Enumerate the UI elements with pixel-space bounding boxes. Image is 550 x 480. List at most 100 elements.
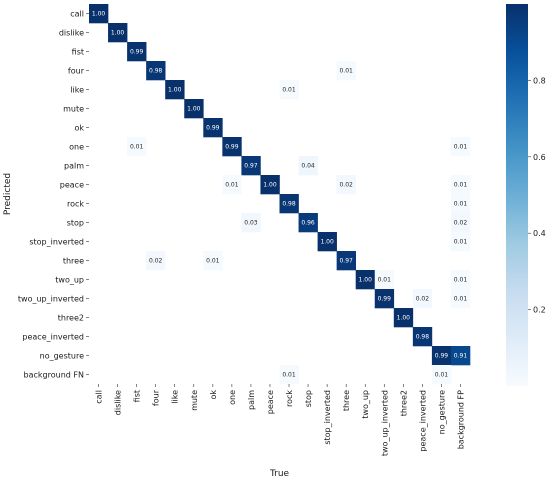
cell-value-label: 0.96 (301, 220, 315, 227)
y-tick-label: dislike (59, 29, 84, 38)
heatmap-cell (222, 137, 242, 157)
x-tick-label: three2 (399, 390, 408, 416)
cell-value-label: 0.01 (454, 277, 468, 284)
heatmap-cell (450, 213, 471, 233)
cell-value-label: 0.98 (149, 68, 163, 75)
heatmap-cell (146, 251, 166, 271)
x-tick-labels: call dislike fist four like mute ok one palm peac… (95, 384, 465, 456)
heatmap-cell (127, 137, 147, 157)
cell-value-label: 0.98 (416, 334, 430, 341)
cell-value-label: 1.00 (92, 11, 106, 18)
heatmap-cell (393, 308, 414, 328)
colorbar-tick-label: 0.8 (533, 76, 546, 85)
cell-value-label: 0.01 (454, 239, 468, 246)
y-tick-label: stop_inverted (29, 238, 84, 247)
heatmap-cell (184, 99, 204, 119)
x-tick-label: peace (266, 390, 275, 414)
heatmap-cell (450, 289, 471, 309)
cell-value-label: 0.97 (339, 258, 353, 265)
heatmap-cell (127, 42, 147, 62)
cell-value-label: 0.01 (206, 258, 220, 265)
heatmap-cell (298, 213, 318, 233)
x-tick-label: dislike (114, 390, 123, 415)
heatmap-cell (450, 270, 471, 290)
cell-value-label: 0.02 (339, 182, 353, 189)
heatmap-cell (203, 251, 223, 271)
heatmap-cell (450, 194, 471, 214)
cell-value-label: 0.01 (454, 182, 468, 189)
cell-value-label: 0.99 (130, 49, 144, 56)
heatmap-cell (412, 327, 433, 347)
x-axis-label: True (269, 469, 290, 479)
y-tick-label: three2 (58, 314, 84, 323)
heatmap-cell (298, 156, 318, 176)
heatmap-cell (450, 137, 471, 157)
x-tick-label: peace_inverted (418, 390, 427, 452)
x-tick-label: four (152, 389, 161, 406)
heatmap-cell (279, 80, 299, 100)
x-tick-label: two_up (361, 390, 370, 419)
cell-value-label: 0.91 (454, 353, 468, 360)
x-tick-label: fist (133, 390, 142, 402)
heatmap-cell (146, 61, 166, 81)
cell-value-label: 1.00 (168, 87, 182, 94)
cell-value-label: 0.97 (244, 163, 258, 170)
cell-value-label: 1.00 (359, 277, 373, 284)
x-tick-label: mute (190, 390, 199, 411)
x-tick-label: two_up_inverted (380, 390, 389, 456)
y-tick-label: three (63, 257, 84, 266)
heatmap-cell (336, 175, 356, 195)
heatmap-cell (260, 175, 280, 195)
x-tick-label: call (95, 390, 104, 404)
heatmap-cell (241, 156, 261, 176)
x-tick-label: ok (209, 390, 218, 400)
cell-value-label: 0.99 (378, 296, 392, 303)
y-tick-label: fist (72, 48, 84, 57)
x-tick-label: no_gesture (437, 390, 446, 434)
x-tick-label: background FP (456, 390, 465, 449)
heatmap-cell (279, 194, 299, 214)
cell-value-label: 1.00 (320, 239, 334, 246)
y-axis-label: Predicted (3, 173, 13, 215)
x-tick-label: like (171, 390, 180, 404)
cell-value-label: 0.01 (454, 296, 468, 303)
y-tick-label: stop (67, 219, 84, 228)
heatmap-cell (374, 289, 395, 309)
cell-value-label: 0.04 (301, 163, 315, 170)
cell-value-label: 0.02 (416, 296, 430, 303)
y-tick-label: palm (64, 162, 84, 171)
cell-value-label: 0.99 (225, 144, 239, 151)
heatmap-cell (222, 175, 242, 195)
cell-value-label: 0.98 (282, 201, 296, 208)
y-tick-label: two_up_inverted (18, 295, 84, 304)
cell-value-label: 1.00 (397, 315, 411, 322)
cell-value-label: 0.99 (435, 353, 449, 360)
heatmap-cell (317, 232, 337, 252)
heatmap-cell (431, 346, 452, 366)
colorbar-ticks: 0.2 0.4 0.6 0.8 (528, 76, 546, 315)
heatmap-cell (89, 4, 109, 24)
cell-value-label: 0.99 (206, 125, 220, 132)
x-tick-label: rock (285, 390, 294, 407)
cell-value-label: 0.01 (378, 277, 392, 284)
x-tick-label: stop (304, 390, 313, 407)
heatmap-cell (431, 365, 452, 385)
y-tick-label: one (69, 143, 84, 152)
cell-value-label: 1.00 (111, 30, 125, 37)
y-tick-label: background FN (24, 371, 84, 380)
heatmap-cell (165, 80, 185, 100)
cell-value-label: 0.01 (454, 144, 468, 151)
heatmap-cell (355, 270, 376, 290)
y-tick-label: four (68, 67, 85, 76)
cell-value-label: 0.01 (130, 144, 144, 151)
y-tick-label: two_up (55, 276, 84, 285)
colorbar-tick-label: 0.4 (533, 229, 546, 238)
x-tick-label: one (228, 390, 237, 405)
heatmap-cell (450, 175, 471, 195)
heatmap-cell (450, 346, 471, 366)
cell-value-label: 1.00 (187, 106, 201, 113)
colorbar-tick-label: 0.6 (533, 153, 546, 162)
y-tick-label: no_gesture (40, 352, 84, 361)
cell-value-label: 1.00 (263, 182, 277, 189)
